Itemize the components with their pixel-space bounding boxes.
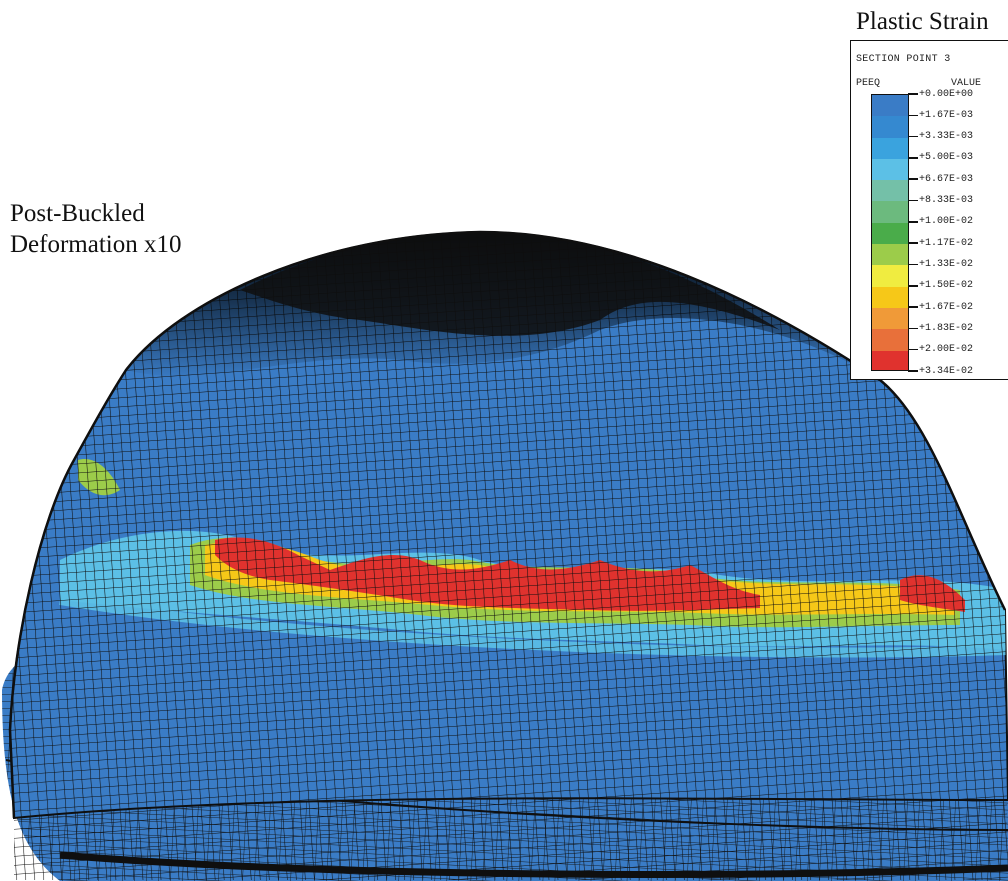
legend-tick-mark	[908, 370, 918, 372]
legend-tick-mark	[908, 285, 918, 287]
legend-tick-mark	[908, 199, 918, 202]
legend-tick-value: +1.67E-02	[919, 301, 974, 313]
legend-tick: +1.83E-02	[908, 322, 973, 334]
legend-color-band	[872, 350, 908, 370]
legend-tick-mark	[908, 93, 918, 95]
legend-color-band	[872, 158, 908, 181]
legend-tick-mark	[908, 263, 918, 266]
legend-color-band	[872, 222, 908, 245]
legend-color-band	[872, 201, 908, 223]
legend-tick-value: +3.33E-03	[919, 131, 974, 143]
legend-tick: +2.00E-02	[908, 344, 973, 356]
legend-tick-value: +1.17E-02	[919, 237, 974, 249]
legend-tick: +1.00E-02	[908, 216, 973, 228]
legend-tick-mark	[908, 348, 918, 351]
legend-tick-value: +5.00E-03	[919, 152, 974, 164]
legend-color-band	[872, 307, 908, 330]
legend-tick-value: +0.00E+00	[919, 88, 974, 100]
legend-tick-value: +1.83E-02	[919, 322, 974, 334]
legend-color-band	[872, 244, 908, 266]
legend-color-band	[872, 95, 908, 117]
legend-tick-mark	[908, 157, 918, 159]
legend-color-band	[872, 265, 908, 287]
legend-tick: +1.67E-02	[908, 301, 973, 313]
legend-tick: +8.33E-03	[908, 195, 973, 207]
legend-value-header: VALUE	[951, 78, 982, 89]
deformation-label: Post-Buckled Deformation x10	[10, 198, 181, 260]
legend-title: Plastic Strain	[856, 8, 989, 35]
label-line-2: Deformation x10	[10, 231, 182, 258]
legend-tick-mark	[908, 221, 918, 223]
legend-tick: +1.17E-02	[908, 237, 973, 249]
legend-tick-value: +3.34E-02	[919, 365, 974, 377]
legend-tick-value: +2.00E-02	[919, 344, 974, 356]
legend-tick-mark	[908, 178, 918, 180]
legend-tick-value: +1.50E-02	[919, 280, 974, 292]
legend-tick-mark	[908, 327, 918, 330]
legend-color-band	[872, 329, 908, 351]
legend-tick: +3.34E-02	[908, 365, 973, 377]
legend-tick-value: +8.33E-03	[919, 195, 974, 207]
legend-color-band	[872, 116, 908, 138]
dome-body	[8, 230, 1008, 880]
legend-color-scale	[871, 94, 909, 371]
legend-tick-mark	[908, 306, 918, 308]
legend-tick-value: +1.33E-02	[919, 258, 974, 270]
legend-tick: +1.67E-03	[908, 109, 973, 121]
legend-tick-value: +1.00E-02	[919, 216, 974, 228]
legend-color-band	[872, 137, 908, 159]
legend-tick: +3.33E-03	[908, 131, 973, 143]
legend-tick: +6.67E-03	[908, 173, 973, 185]
legend-tick-value: +6.67E-03	[919, 173, 974, 185]
legend-tick-mark	[908, 114, 918, 117]
legend-tick: +5.00E-03	[908, 152, 973, 164]
legend-color-band	[872, 286, 908, 308]
legend-tick-mark	[908, 135, 918, 138]
legend-color-band	[872, 180, 908, 202]
legend-tick: +0.00E+00	[908, 88, 973, 100]
legend-tick: +1.50E-02	[908, 280, 973, 292]
legend-tick-mark	[908, 242, 918, 244]
label-line-1: Post-Buckled	[10, 200, 145, 227]
legend-tick-value: +1.67E-03	[919, 109, 974, 121]
legend-tick: +1.33E-02	[908, 258, 973, 270]
legend-variable: PEEQ	[856, 78, 881, 89]
strain-legend: SECTION POINT 3 PEEQ VALUE +0.00E+00 +1.6…	[850, 40, 1008, 380]
legend-section-point: SECTION POINT 3	[856, 54, 951, 65]
